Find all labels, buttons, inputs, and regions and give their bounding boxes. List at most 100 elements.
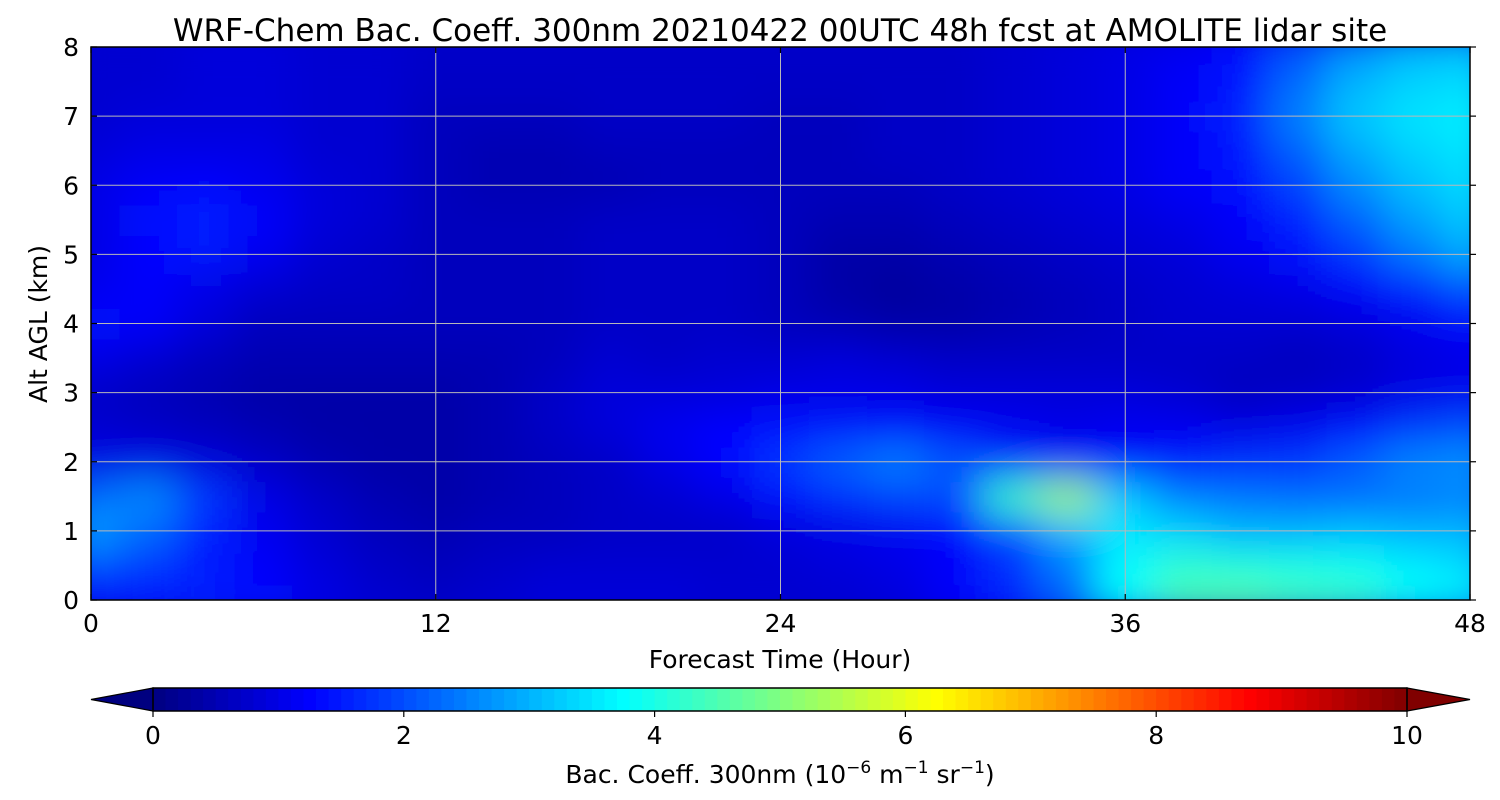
heatmap-cell bbox=[177, 479, 236, 515]
heatmap-cell bbox=[694, 133, 753, 169]
heatmap-cell bbox=[521, 133, 581, 169]
y-tick-label: 1 bbox=[63, 517, 79, 546]
y-tick-label: 7 bbox=[63, 102, 79, 131]
heatmap-cell bbox=[1211, 409, 1270, 446]
heatmap-cell bbox=[579, 340, 638, 377]
heatmap-cell bbox=[924, 202, 983, 238]
colorbar-segment bbox=[880, 688, 894, 711]
heatmap-cell bbox=[1383, 340, 1443, 377]
heatmap-cell bbox=[177, 271, 236, 308]
heatmap-cell bbox=[924, 409, 983, 446]
colorbar-segment bbox=[466, 688, 480, 711]
heatmap-cell bbox=[579, 133, 638, 169]
heatmap-cell bbox=[866, 340, 925, 377]
heatmap-cell bbox=[866, 409, 925, 446]
colorbar-segment bbox=[1118, 688, 1132, 711]
heatmap-cell bbox=[1211, 202, 1270, 238]
colorbar-segment bbox=[1243, 688, 1258, 711]
heatmap-cell bbox=[981, 340, 1040, 377]
colorbar-segment bbox=[1294, 688, 1308, 711]
heatmap-cell bbox=[91, 582, 121, 600]
colorbar-segment bbox=[792, 688, 806, 711]
heatmap-cell bbox=[521, 409, 581, 446]
heatmap-cell bbox=[1268, 202, 1328, 238]
heatmap-cell bbox=[1441, 202, 1470, 238]
colorbar-segment bbox=[491, 688, 505, 711]
heatmap-cell bbox=[1326, 340, 1385, 377]
heatmap-cell bbox=[924, 47, 983, 66]
heatmap-cell bbox=[981, 202, 1040, 238]
heatmap-cell bbox=[579, 409, 638, 446]
x-tick-label: 0 bbox=[83, 609, 99, 638]
colorbar-segment bbox=[842, 688, 856, 711]
colorbar-segment bbox=[616, 688, 631, 711]
heatmap-cell bbox=[1268, 340, 1328, 377]
heatmap-cell bbox=[1154, 133, 1213, 169]
heatmap-cell bbox=[1154, 548, 1213, 584]
heatmap-cell bbox=[636, 340, 696, 377]
heatmap-cell bbox=[1383, 64, 1443, 100]
heatmap-cell bbox=[464, 202, 523, 238]
heatmap-cell bbox=[119, 479, 178, 515]
colorbar-segment bbox=[566, 688, 580, 711]
heatmap-cell bbox=[981, 64, 1040, 100]
heatmap-cell bbox=[981, 133, 1040, 169]
heatmap-cell bbox=[177, 64, 236, 100]
colorbar-segment bbox=[303, 688, 317, 711]
heatmap-cell bbox=[119, 340, 178, 377]
heatmap-cell bbox=[1441, 340, 1470, 377]
heatmap-cell bbox=[1154, 202, 1213, 238]
heatmap-cell bbox=[91, 271, 121, 308]
colorbar-segment bbox=[667, 688, 681, 711]
heatmap-cell bbox=[177, 340, 236, 377]
y-tick-label: 3 bbox=[63, 379, 79, 408]
colorbar-segment bbox=[1055, 688, 1070, 711]
colorbar-segment bbox=[391, 688, 405, 711]
colorbar-segment bbox=[692, 688, 706, 711]
heatmap-cell bbox=[464, 479, 523, 515]
colorbar: 0 2 4 6 8 10 Bac. Coeff. 300nm (10−6 m−1 sr−1… bbox=[90, 687, 1471, 789]
colorbar-segment bbox=[215, 688, 229, 711]
heatmap-cell bbox=[234, 202, 293, 238]
heatmap-cell bbox=[1441, 133, 1470, 169]
colorbar-segment bbox=[1369, 688, 1383, 711]
heatmap-cell bbox=[694, 64, 753, 100]
colorbar-segment bbox=[353, 688, 367, 711]
heatmap-cell bbox=[177, 409, 236, 446]
colorbar-segment bbox=[1381, 688, 1396, 711]
heatmap-cell bbox=[1326, 64, 1385, 100]
heatmap-cell bbox=[234, 548, 293, 584]
colorbar-segment bbox=[328, 688, 342, 711]
heatmap-cell bbox=[177, 548, 236, 584]
heatmap-cell bbox=[1383, 47, 1443, 66]
colorbar-tick-label: 0 bbox=[145, 721, 161, 750]
heatmap-cell bbox=[521, 271, 581, 308]
colorbar-segment bbox=[341, 688, 355, 711]
heatmap-cell bbox=[1326, 582, 1385, 600]
heatmap-cell bbox=[91, 548, 121, 584]
heatmap-cell bbox=[1039, 409, 1098, 446]
heatmap-cell bbox=[981, 409, 1040, 446]
colorbar-segment bbox=[943, 688, 957, 711]
colorbar-segment bbox=[830, 688, 844, 711]
colorbar-segment bbox=[1206, 688, 1220, 711]
colorbar-segment bbox=[1030, 688, 1044, 711]
colorbar-segment bbox=[1256, 688, 1270, 711]
colorbar-segment bbox=[679, 688, 693, 711]
colorbar-segment bbox=[1168, 688, 1182, 711]
heatmap-cell bbox=[292, 64, 351, 100]
colorbar-segment bbox=[554, 688, 568, 711]
heatmap-cell bbox=[119, 202, 178, 238]
heatmap-cell bbox=[579, 479, 638, 515]
heatmap-cell bbox=[119, 582, 178, 600]
heatmap-cell bbox=[119, 271, 178, 308]
colorbar-segment bbox=[1319, 688, 1333, 711]
colorbar-segment bbox=[1181, 688, 1195, 711]
heatmap-cell bbox=[1154, 64, 1213, 100]
colorbar-segment bbox=[479, 688, 493, 711]
colorbar-segment bbox=[1005, 688, 1019, 711]
heatmap-cell bbox=[636, 47, 696, 66]
colorbar-segment bbox=[1394, 688, 1408, 711]
y-tick-label: 0 bbox=[63, 586, 79, 615]
heatmap-cell bbox=[349, 340, 408, 377]
